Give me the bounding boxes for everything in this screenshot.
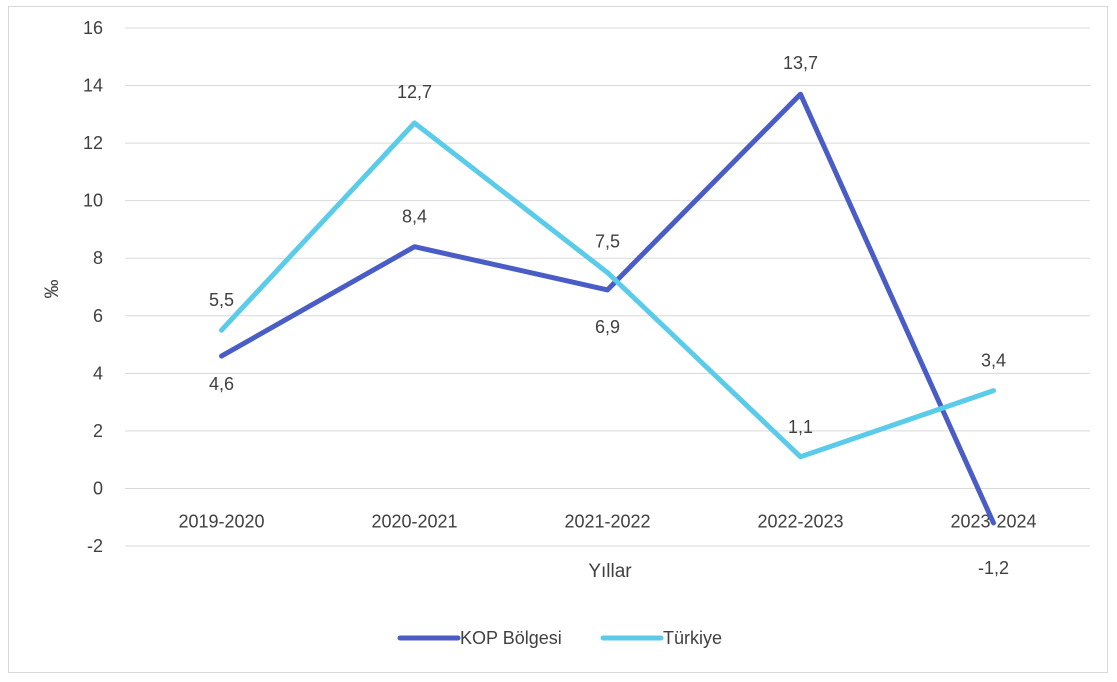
chart-frame [8,6,1108,673]
legend: KOP Bölgesi Türkiye [397,628,722,648]
x-axis-title: Yıllar [588,561,632,582]
y-tick-label: 16 [83,18,103,38]
y-tick-label: 4 [93,363,103,383]
y-tick-label: 10 [83,191,103,211]
data-label: 1,1 [788,417,813,437]
legend-label: KOP Bölgesi [460,628,562,648]
x-tick-label: 2020-2021 [371,511,457,531]
x-tick-label: 2022-2023 [757,511,843,531]
data-label: 7,5 [595,232,620,252]
x-axis-ticks: 2019-2020 2020-2021 2021-2022 2022-2023 2023… [178,511,1036,531]
y-tick-label: 0 [93,478,103,498]
data-label: 3,4 [981,351,1006,371]
series-line-0 [219,91,996,526]
y-tick-label: 14 [83,76,103,96]
y-tick-label: -2 [87,536,103,556]
series-lines [219,91,996,526]
y-axis-title: ‰ [42,280,63,299]
x-tick-label: 2019-2020 [178,511,264,531]
y-tick-label: 8 [93,248,103,268]
data-label: 12,7 [397,82,432,102]
y-tick-label: 12 [83,133,103,153]
data-label: 13,7 [783,53,818,73]
data-label: 5,5 [209,290,234,310]
data-label: 8,4 [402,207,427,227]
y-axis-ticks: -2 0 2 4 6 8 10 12 14 16 [83,18,103,556]
data-label: 6,9 [595,317,620,337]
data-labels: 4,6 8,4 6,9 13,7 -1,2 5,5 12,7 7,5 1,1 3,4 [209,53,1009,578]
gridlines [125,27,1090,547]
y-tick-label: 2 [93,421,103,441]
x-tick-label: 2021-2022 [564,511,650,531]
y-tick-label: 6 [93,306,103,326]
data-label: 4,6 [209,374,234,394]
data-label: -1,2 [978,558,1009,578]
legend-label: Türkiye [663,628,722,648]
